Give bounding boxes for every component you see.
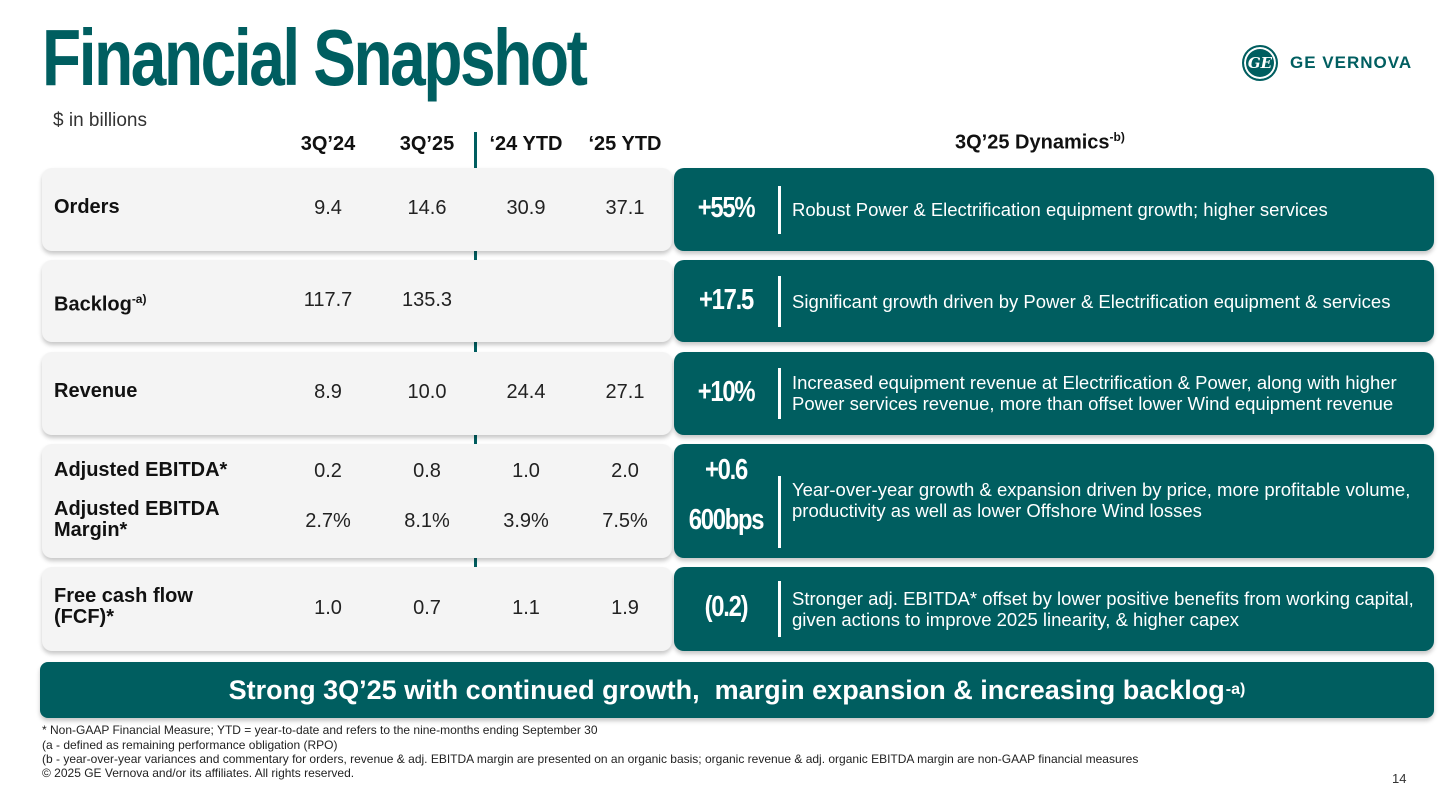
separator [778,276,781,327]
row-free-cash-flow: Free cash flow (FCF)* 1.0 0.7 1.1 1.9 [42,567,672,651]
cell: 7.5% [602,510,648,532]
dynamics-fcf: (0.2) Stronger adj. EBITDA* offset by lo… [674,567,1434,651]
separator [778,581,781,637]
cell: 0.7 [413,597,441,619]
cell: 30.9 [506,197,546,219]
dynamics-text: Robust Power & Electrification equipment… [792,199,1328,220]
dynamics-value-margin: 600bps [688,504,765,536]
footnote: (a - defined as remaining performance ob… [42,738,338,752]
cell: 24.4 [506,381,546,403]
summary-banner: Strong 3Q’25 with continued growth, marg… [40,662,1434,718]
row-label: Adjusted EBITDA* [54,459,228,481]
separator [778,186,781,234]
dynamics-value: +0.6 [704,454,748,486]
col-header-3q24: 3Q’24 [300,133,356,155]
ge-vernova-logo: GE GE VERNOVA [1242,45,1412,81]
page-title: Financial Snapshot [42,13,588,102]
cell: 2.0 [611,460,639,482]
cell: 8.9 [314,381,342,403]
row-label: Backlog-a) [54,292,147,316]
cell: 8.1% [404,510,450,532]
units-label: $ in billions [53,110,147,131]
dynamics-text: Stronger adj. EBITDA* offset by lower po… [792,588,1414,630]
dynamics-value: +10% [697,376,756,408]
row-backlog: Backlog-a) 117.7 135.3 [42,260,672,342]
dynamics-text: Increased equipment revenue at Electrifi… [792,372,1397,414]
footnote: (b - year-over-year variances and commen… [42,752,1139,766]
row-revenue: Revenue 8.9 10.0 24.4 27.1 [42,352,672,435]
col-header-24ytd: ‘24 YTD [489,133,563,155]
row-label: Revenue [54,380,138,402]
cell: 10.0 [407,381,447,403]
page-number: 14 [1392,771,1407,786]
dynamics-revenue: +10% Increased equipment revenue at Elec… [674,352,1434,435]
dynamics-header: 3Q’25 Dynamics-b) [955,130,1125,154]
cell: 2.7% [305,510,351,532]
cell: 135.3 [401,289,453,311]
row-label: Orders [54,196,120,218]
dynamics-orders: +55% Robust Power & Electrification equi… [674,168,1434,251]
logo-text: GE VERNOVA [1290,53,1413,72]
cell: 1.1 [512,597,540,619]
dynamics-value: +17.5 [698,284,754,316]
cell: 0.8 [413,460,441,482]
col-header-3q25: 3Q’25 [399,133,455,155]
cell: 14.6 [407,197,447,219]
row-label-margin: Adjusted EBITDA Margin* [54,498,219,541]
row-adjusted-ebitda: Adjusted EBITDA* 0.2 0.8 1.0 2.0 Adjuste… [42,444,672,558]
footnote: * Non-GAAP Financial Measure; YTD = year… [42,723,598,737]
cell: 1.0 [314,597,342,619]
ge-monogram-icon: GE [1242,45,1278,81]
row-orders: Orders 9.4 14.6 30.9 37.1 [42,168,672,251]
cell: 0.2 [314,460,342,482]
row-label: Free cash flow (FCF)* [54,585,193,628]
dynamics-text: Significant growth driven by Power & Ele… [792,291,1391,312]
col-header-25ytd: ‘25 YTD [588,133,662,155]
dynamics-value: +55% [697,192,756,224]
cell: 117.7 [303,289,353,311]
separator [778,368,781,419]
separator [778,476,781,548]
dynamics-text: Year-over-year growth & expansion driven… [792,479,1411,521]
dynamics-value: (0.2) [704,591,749,623]
cell: 27.1 [605,381,645,403]
cell: 1.0 [512,460,540,482]
cell: 37.1 [605,197,645,219]
cell: 1.9 [611,597,639,619]
dynamics-backlog: +17.5 Significant growth driven by Power… [674,260,1434,342]
cell: 9.4 [314,197,342,219]
cell: 3.9% [503,510,549,532]
copyright: © 2025 GE Vernova and/or its affiliates.… [42,766,355,780]
dynamics-ebitda: +0.6 600bps Year-over-year growth & expa… [674,444,1434,558]
